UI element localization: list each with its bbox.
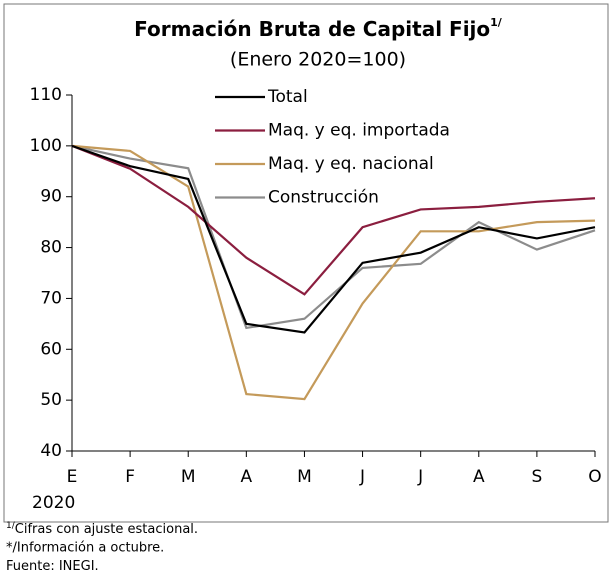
footnote-mark: */ xyxy=(6,540,18,555)
y-tick-label: 70 xyxy=(40,288,62,308)
legend-label: Maq. y eq. importada xyxy=(268,121,450,141)
footnote: */Información a octubre. xyxy=(6,540,164,555)
frame xyxy=(3,3,609,523)
y-tick-label: 40 xyxy=(40,441,62,461)
footnote: Fuente: INEGI. xyxy=(6,559,99,574)
series-line xyxy=(71,144,596,334)
title-superscript: 1/ xyxy=(490,16,503,29)
x-tick-label: E xyxy=(67,467,78,487)
x-tick-label: J xyxy=(417,467,423,487)
x-tick-label: A xyxy=(473,467,485,487)
x-year-label: 2020 xyxy=(32,493,75,513)
legend-label: Total xyxy=(267,87,308,107)
footnote-text: Fuente: INEGI. xyxy=(6,559,99,574)
x-tick-label: O xyxy=(588,467,601,487)
title-text: Formación Bruta de Capital Fijo xyxy=(134,17,490,41)
series-line xyxy=(71,144,596,330)
x-tick-label: A xyxy=(241,467,253,487)
x-tick-label: S xyxy=(531,467,542,487)
x-tick-label: M xyxy=(297,467,312,487)
footnote-text: Información a octubre. xyxy=(17,540,164,555)
chart-subtitle: (Enero 2020=100) xyxy=(230,49,406,71)
y-tick-label: 90 xyxy=(40,187,62,207)
y-tick-label: 100 xyxy=(30,136,62,156)
y-tick-label: 80 xyxy=(40,238,62,258)
footnote-text: Cifras con ajuste estacional. xyxy=(15,522,198,537)
x-tick-label: J xyxy=(359,467,365,487)
y-tick-label: 60 xyxy=(40,339,62,359)
legend-label: Maq. y eq. nacional xyxy=(268,154,434,174)
footnote-mark: 1/ xyxy=(6,521,16,531)
series-line xyxy=(71,144,596,401)
y-tick-label: 50 xyxy=(40,390,62,410)
x-tick-label: M xyxy=(181,467,196,487)
y-tick-label: 110 xyxy=(30,85,62,105)
footnote: 1/Cifras con ajuste estacional. xyxy=(6,521,198,537)
legend-label: Construcción xyxy=(268,188,379,208)
series-line xyxy=(71,144,596,296)
x-tick-label: F xyxy=(125,467,135,487)
chart-title: Formación Bruta de Capital Fijo1/ xyxy=(134,16,503,41)
